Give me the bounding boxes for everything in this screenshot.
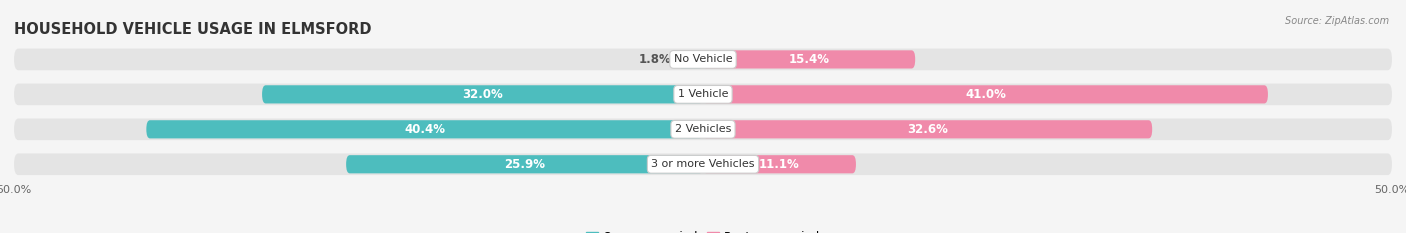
FancyBboxPatch shape — [14, 49, 1392, 70]
Text: 2 Vehicles: 2 Vehicles — [675, 124, 731, 134]
FancyBboxPatch shape — [14, 118, 1392, 140]
FancyBboxPatch shape — [14, 84, 1392, 105]
Text: No Vehicle: No Vehicle — [673, 55, 733, 64]
FancyBboxPatch shape — [703, 85, 1268, 103]
FancyBboxPatch shape — [703, 50, 915, 69]
FancyBboxPatch shape — [703, 155, 856, 173]
Text: Source: ZipAtlas.com: Source: ZipAtlas.com — [1285, 16, 1389, 26]
Text: HOUSEHOLD VEHICLE USAGE IN ELMSFORD: HOUSEHOLD VEHICLE USAGE IN ELMSFORD — [14, 22, 371, 37]
FancyBboxPatch shape — [14, 154, 1392, 175]
Text: 1.8%: 1.8% — [638, 53, 671, 66]
Text: 1 Vehicle: 1 Vehicle — [678, 89, 728, 99]
Text: 32.6%: 32.6% — [907, 123, 948, 136]
FancyBboxPatch shape — [678, 50, 703, 69]
FancyBboxPatch shape — [703, 120, 1152, 138]
Text: 3 or more Vehicles: 3 or more Vehicles — [651, 159, 755, 169]
Legend: Owner-occupied, Renter-occupied: Owner-occupied, Renter-occupied — [581, 226, 825, 233]
Text: 40.4%: 40.4% — [404, 123, 446, 136]
Text: 41.0%: 41.0% — [965, 88, 1005, 101]
FancyBboxPatch shape — [146, 120, 703, 138]
FancyBboxPatch shape — [262, 85, 703, 103]
Text: 25.9%: 25.9% — [505, 158, 546, 171]
Text: 32.0%: 32.0% — [463, 88, 503, 101]
FancyBboxPatch shape — [346, 155, 703, 173]
Text: 11.1%: 11.1% — [759, 158, 800, 171]
Text: 15.4%: 15.4% — [789, 53, 830, 66]
